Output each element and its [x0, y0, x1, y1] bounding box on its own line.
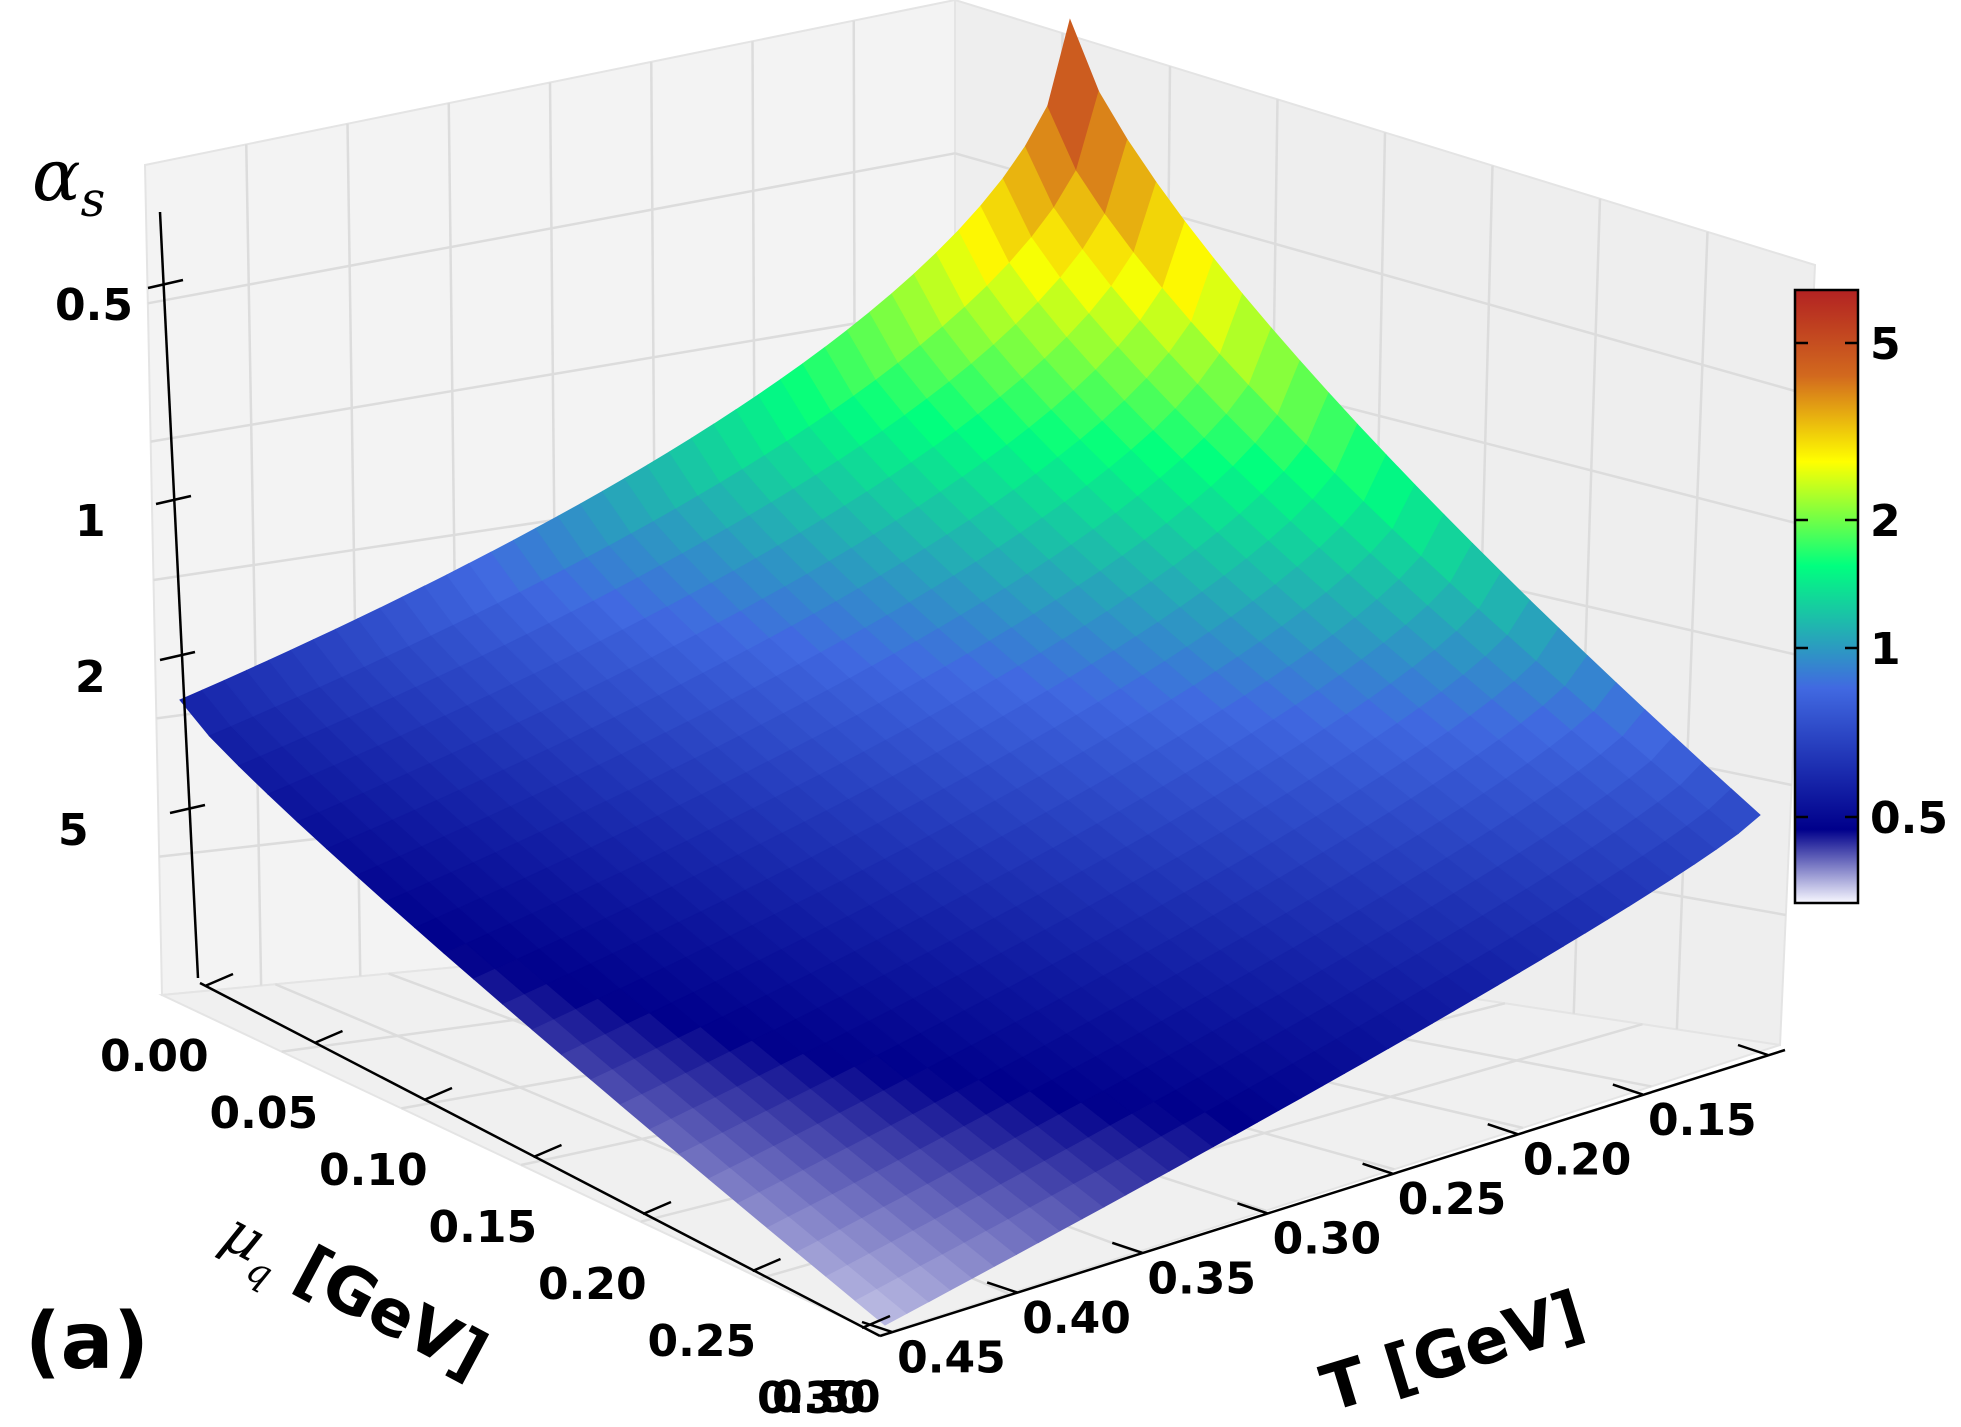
- colorbar-tick-label: 1: [1870, 624, 1901, 675]
- mu-tick: [314, 1029, 343, 1045]
- t-tick: [986, 1281, 1018, 1294]
- mu-tick: [204, 972, 234, 988]
- t-tick: [1737, 1043, 1769, 1057]
- z-axis-line: [158, 211, 200, 979]
- mu-tick-label: 0.05: [210, 1088, 319, 1139]
- mu-tick: [533, 1143, 562, 1159]
- t-tick: [1487, 1122, 1519, 1136]
- surface: [179, 18, 1761, 1326]
- colorbar-ticks: 0.5 1 2 5: [1795, 319, 1948, 844]
- colorbar-tick-label: 2: [1870, 496, 1901, 547]
- z-tick-label: 1: [75, 496, 106, 547]
- t-tick-label: 0.30: [1273, 1214, 1382, 1265]
- t-tick-label: 0.20: [1523, 1135, 1632, 1186]
- t-axis-title: T [GeV]: [1313, 1278, 1593, 1427]
- t-tick-label: 0.35: [1147, 1253, 1256, 1304]
- mu-axis-line: [199, 981, 881, 1338]
- z-tick-label: 2: [75, 652, 106, 703]
- mu-tick: [423, 1086, 453, 1102]
- mu-tick: [642, 1200, 672, 1216]
- tick-labels: 0.51250.000.050.100.150.200.250.300.150.…: [55, 280, 1757, 1424]
- mu-tick-label: 0.20: [538, 1259, 647, 1310]
- t-axis-line: [879, 1048, 1786, 1338]
- mu-tick-label: 0.25: [648, 1316, 757, 1367]
- mu-tick: [861, 1314, 891, 1330]
- surface-patch: [1708, 788, 1761, 835]
- colorbar-tick-label: 5: [1870, 319, 1901, 370]
- t-tick-label: 0.40: [1022, 1293, 1131, 1344]
- mu-tick-label: 0.10: [319, 1145, 428, 1196]
- colorbar: [1793, 288, 1860, 905]
- z-tick: [169, 803, 206, 815]
- panel-label: (a): [25, 1297, 149, 1387]
- t-tick: [861, 1320, 893, 1334]
- t-tick: [1612, 1083, 1644, 1096]
- mu-tick-label: 0.30: [757, 1373, 866, 1424]
- z-tick: [155, 494, 192, 506]
- z-axis-title: αs: [32, 133, 105, 228]
- t-tick: [1237, 1202, 1268, 1215]
- mu-tick-label: 0.00: [100, 1031, 209, 1082]
- t-tick-label: 0.50: [772, 1372, 881, 1423]
- t-tick-label: 0.15: [1648, 1095, 1757, 1146]
- colorbar-tick-label: 0.5: [1870, 793, 1948, 844]
- z-tick: [147, 278, 184, 290]
- axis-ticks: [147, 278, 1769, 1334]
- t-tick: [1362, 1162, 1393, 1175]
- mu-tick-label: 0.15: [429, 1202, 538, 1253]
- t-tick-label: 0.45: [897, 1332, 1006, 1383]
- t-tick: [1111, 1241, 1143, 1255]
- z-tick-label: 5: [58, 805, 89, 856]
- z-tick-label: 0.5: [55, 280, 133, 331]
- t-tick-label: 0.25: [1398, 1174, 1507, 1225]
- z-tick: [159, 650, 196, 662]
- mu-tick: [752, 1257, 781, 1273]
